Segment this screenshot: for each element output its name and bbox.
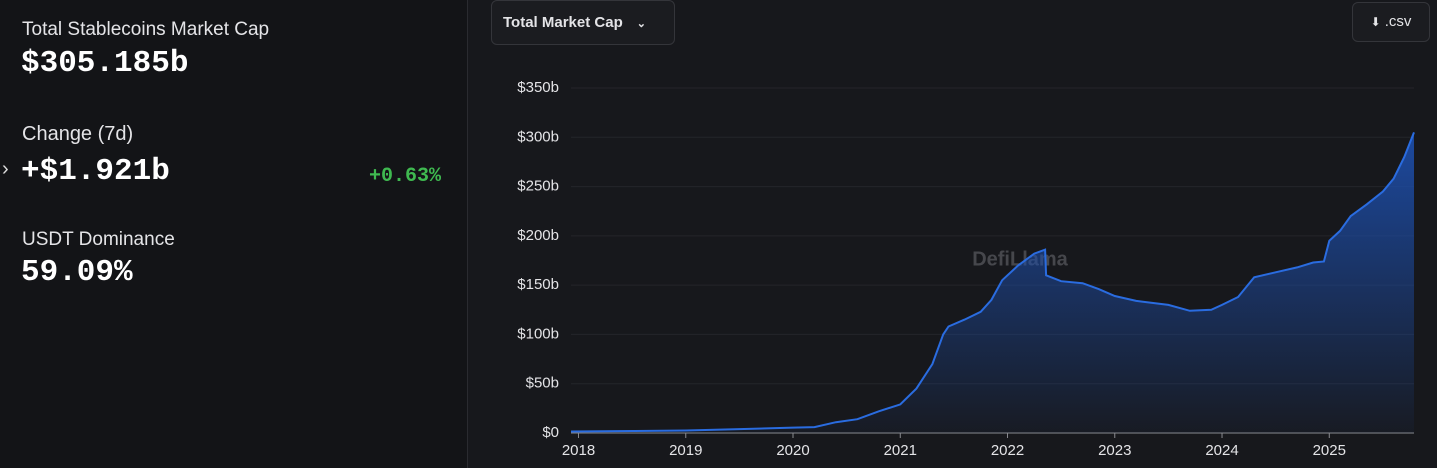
stat-label: Change (7d) [22,123,134,145]
chevron: ⌄ [636,18,646,30]
y-tick-label: $250b [517,178,559,195]
stat-label: Total Stablecoins Market Cap [22,19,270,40]
csv-label: .csv [1384,13,1412,30]
y-tick-label: $50b [526,375,559,392]
stats-panel: Total Stablecoins Market Cap $305.185b C… [0,0,468,468]
metric-dropdown[interactable]: Total Market Cap ⌄ [491,0,675,45]
x-tick-label: 2023 [1098,442,1131,459]
x-tick-label: 2025 [1313,442,1346,459]
x-tick-label: 2024 [1205,442,1238,459]
stat-value: +$1.921b [21,154,170,189]
area-fill [571,132,1414,433]
stat-percent: +0.63% [368,165,441,188]
y-tick-label: $300b [517,128,559,145]
y-tick-label: $350b [517,79,559,96]
stat-value: 59.09% [21,255,133,290]
x-tick-label: 2019 [669,442,702,459]
x-tick-label: 2022 [991,442,1024,459]
x-tick-label: 2020 [776,442,809,459]
y-tick-label: $0 [542,424,559,441]
area-line [570,132,1415,433]
expand-icon[interactable]: › [2,158,9,180]
dropdown-label: Total Market Cap [503,14,623,31]
y-tick-label: $100b [517,325,559,342]
x-tick-label: 2021 [884,442,917,459]
y-tick-label: $150b [517,276,559,293]
download-icon: ⬇ [1370,15,1381,29]
stat-value: $305.185b [21,46,189,81]
csv-button[interactable]: ⬇ .csv [1352,2,1430,42]
y-tick-label: $200b [517,227,559,244]
x-tick-label: 2018 [562,442,595,459]
stat-label: USDT Dominance [22,229,175,250]
